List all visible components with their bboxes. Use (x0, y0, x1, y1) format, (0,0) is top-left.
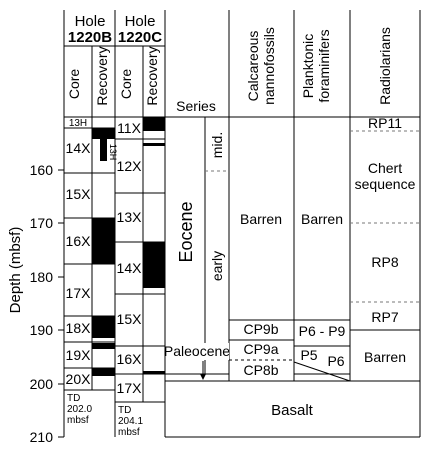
core-b-18x: 18X (66, 320, 92, 336)
core-c-15x: 15X (117, 311, 143, 327)
radio-rp7: RP7 (371, 309, 398, 325)
td-c-line2: 204.1 (118, 416, 143, 427)
paleocene-label-bg (166, 343, 229, 360)
basalt-label: Basalt (271, 402, 314, 419)
core-c-16x: 16X (117, 351, 143, 367)
nanno-cp9b: CP9b (243, 321, 278, 337)
foram-p6p9: P6 - P9 (299, 323, 346, 339)
recovery-b-mini-label: 13H (108, 144, 118, 161)
recovery-b-blocks (92, 128, 115, 376)
core-b-13h: 13H (69, 118, 87, 129)
tick-label-190: 190 (30, 322, 54, 338)
recovery-b-header: Recovery (94, 46, 110, 105)
td-c-line1: TD (118, 405, 131, 416)
foram-p5: P5 (300, 347, 317, 363)
foram-lines (293, 319, 351, 382)
tick-label-160: 160 (30, 162, 54, 178)
nanno-cp9a: CP9a (243, 341, 278, 357)
core-b-14x: 14X (66, 140, 92, 156)
plank-header-line2: foraminifers (316, 29, 332, 102)
core-c-13x: 13X (117, 209, 143, 225)
core-b-19x: 19X (66, 347, 92, 363)
recovery-c-blocks (143, 117, 165, 374)
tick-label-200: 200 (30, 376, 54, 392)
calc-header-line1: Calcareous (245, 31, 261, 102)
core-b-15x: 15X (66, 186, 92, 202)
tick-label-210: 210 (30, 429, 54, 445)
core-b-header: Core (66, 69, 82, 100)
hole-b-title-line1: Hole (75, 13, 106, 30)
core-b-16x: 16X (66, 233, 92, 249)
axis-label: Depth (mbsf) (7, 227, 24, 314)
series-early: early (209, 251, 225, 281)
core-c-header: Core (118, 69, 134, 100)
tick-label-170: 170 (30, 215, 54, 231)
nanno-barren: Barren (240, 211, 282, 227)
radio-lines (350, 130, 420, 303)
hole-c-title-line1: Hole (125, 13, 156, 30)
depth-axis (58, 117, 65, 438)
series-header: Series (176, 98, 216, 114)
td-b-line2: 202.0 (67, 404, 92, 415)
radio-header: Radiolarians (377, 27, 393, 105)
core-c-17x: 17X (117, 380, 143, 396)
series-eocene: Eocene (176, 201, 196, 262)
core-c-14x: 14X (117, 260, 143, 276)
foram-p6: P6 (327, 353, 344, 369)
series-lines (165, 117, 229, 375)
hole-c-title-line2: 1220C (118, 29, 162, 46)
td-b-line3: mbsf (67, 415, 89, 426)
plank-header-line1: Planktonic (300, 34, 316, 99)
series-paleocene: Paleocene (164, 343, 230, 359)
core-c-12x: 12X (117, 158, 143, 174)
radio-rp8: RP8 (371, 254, 398, 270)
calc-header-line2: nannofossils (261, 27, 277, 105)
paleocene-arrow (200, 361, 206, 380)
tick-label-180: 180 (30, 269, 54, 285)
foram-barren: Barren (301, 211, 343, 227)
td-b-line1: TD (67, 393, 80, 404)
td-c-line3: mbsf (118, 427, 140, 438)
core-c-11x: 11X (117, 120, 142, 136)
radio-rp11: RP11 (368, 115, 402, 131)
radio-sequence: sequence (355, 176, 416, 192)
radio-chert: Chert (368, 160, 402, 176)
core-b-20x: 20X (66, 371, 92, 387)
core-b-17x: 17X (66, 285, 92, 301)
radio-barren: Barren (364, 349, 406, 365)
series-mid: mid. (209, 132, 225, 158)
hole-b-title-line2: 1220B (68, 29, 112, 46)
recovery-c-header: Recovery (144, 46, 160, 105)
nanno-cp8b: CP8b (243, 362, 278, 378)
header-grid (63, 10, 421, 118)
nanno-lines (229, 319, 294, 361)
